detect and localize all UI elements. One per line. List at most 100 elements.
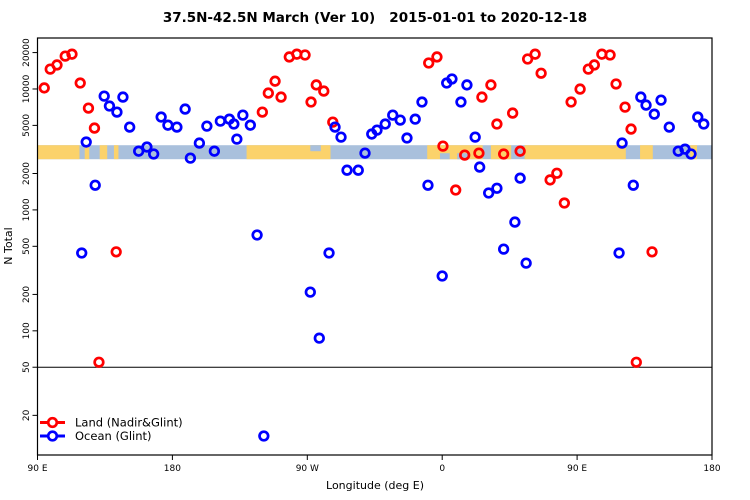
land-data-point: [610, 78, 622, 90]
ocean-data-point: [179, 103, 191, 115]
ocean-data-point: [193, 137, 206, 149]
ocean-data-point: [635, 91, 647, 103]
land-data-point: [551, 167, 563, 179]
ocean-data-point: [231, 133, 243, 145]
y-tick-label: 100: [22, 322, 32, 339]
ocean-data-point: [329, 121, 341, 133]
ocean-data-point: [387, 109, 399, 121]
band-land-segment: [84, 145, 90, 160]
land-data-point: [256, 106, 268, 118]
ocean-data-point: [304, 286, 316, 298]
land-data-point: [588, 59, 600, 71]
land-data-point: [299, 49, 311, 61]
land-data-point: [630, 356, 642, 368]
band-ocean-patch: [457, 153, 468, 160]
ocean-data-point: [685, 148, 697, 160]
land-data-point: [262, 87, 274, 99]
land-data-point: [450, 184, 462, 196]
band-ocean-patch: [310, 145, 321, 152]
y-tick-label: 50: [22, 361, 32, 373]
ocean-data-point: [313, 332, 325, 344]
x-tick-label: 180: [164, 464, 181, 474]
ocean-data-point: [491, 182, 503, 194]
land-data-point: [59, 50, 71, 62]
legend-symbol-land-ring: [46, 416, 59, 429]
ocean-data-point: [335, 131, 347, 143]
ocean-data-point: [98, 90, 110, 102]
land-data-point: [66, 48, 78, 60]
ocean-data-point: [162, 119, 174, 131]
y-tick-label: 5000: [22, 114, 32, 137]
ocean-data-point: [244, 119, 256, 131]
x-tick-label: 90 W: [296, 464, 319, 474]
ocean-data-point: [352, 164, 364, 176]
land-data-point: [514, 145, 526, 157]
ocean-data-point: [446, 73, 458, 85]
land-data-point: [625, 123, 637, 135]
land-data-point: [574, 83, 586, 95]
land-data-point: [565, 96, 577, 108]
ocean-data-point: [371, 124, 383, 136]
y-tick-label: 20000: [22, 38, 32, 67]
land-data-point: [437, 140, 449, 152]
land-data-point: [275, 91, 287, 103]
ocean-data-point: [201, 120, 213, 132]
y-axis-title: N Total: [2, 227, 15, 264]
y-tick-label: 2000: [22, 162, 32, 185]
land-data-point: [491, 118, 503, 130]
y-tick-label: 10000: [22, 74, 32, 103]
ocean-data-point: [103, 100, 116, 112]
land-data-point: [88, 122, 101, 134]
ocean-data-point: [237, 109, 249, 121]
land-data-point: [619, 101, 631, 113]
x-tick-label: 90 E: [28, 464, 48, 474]
land-data-point: [93, 356, 105, 368]
land-data-point: [38, 82, 50, 94]
ocean-data-point: [258, 430, 270, 442]
ocean-data-point: [469, 131, 481, 143]
ocean-data-point: [520, 257, 532, 269]
land-data-point: [529, 48, 541, 60]
ocean-data-point: [698, 118, 710, 130]
ocean-data-point: [648, 108, 660, 120]
ocean-data-point: [89, 179, 101, 191]
land-data-point: [269, 75, 281, 87]
ocean-data-point: [655, 94, 667, 106]
ocean-data-point: [422, 179, 434, 191]
ocean-data-point: [394, 114, 406, 126]
legend-symbol-ocean-ring: [46, 430, 59, 442]
land-data-point: [535, 67, 547, 79]
ocean-data-point: [148, 148, 160, 160]
land-data-point: [318, 85, 330, 97]
ocean-data-point: [228, 118, 240, 130]
chart-title: 37.5N-42.5N March (Ver 10) 2015-01-01 to…: [163, 10, 587, 26]
land-data-point: [310, 79, 322, 91]
ocean-data-point: [208, 145, 221, 157]
ocean-data-point: [692, 111, 704, 123]
plot-area: 90 E 180 90 W 0 90 E 180 20000 10000 5000 2000 100…: [22, 37, 721, 474]
ocean-data-point: [341, 164, 353, 176]
band-land-segment: [640, 145, 653, 160]
x-axis-title: Longitude (deg E): [326, 479, 424, 492]
legend-label-ocean: Ocean (Glint): [75, 429, 152, 443]
y-tick-label: 200: [22, 286, 32, 303]
ocean-data-point: [359, 147, 371, 159]
ocean-data-point: [117, 91, 129, 103]
land-data-point: [431, 51, 443, 63]
ocean-data-point: [141, 141, 153, 153]
land-data-point: [305, 96, 317, 108]
ocean-data-point: [514, 172, 526, 184]
band-land-segment: [113, 145, 119, 160]
band-land-segment: [246, 145, 331, 160]
ocean-data-point: [80, 136, 92, 148]
ocean-data-point: [474, 161, 486, 173]
ocean-data-point: [111, 106, 123, 118]
ocean-data-point: [616, 137, 628, 149]
plot-border: [36, 37, 713, 456]
ocean-data-point: [509, 216, 521, 228]
x-tick-label: 90 E: [567, 464, 587, 474]
y-tick-label: 20: [22, 409, 32, 421]
ocean-data-point: [498, 243, 510, 255]
x-tick-label: 0: [439, 464, 445, 474]
